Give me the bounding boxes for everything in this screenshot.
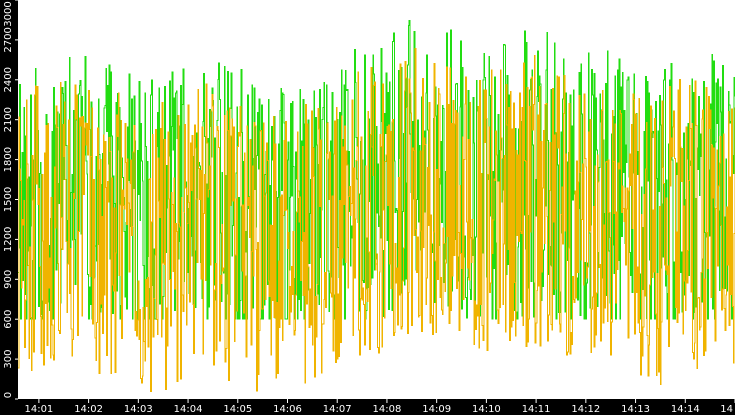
y-tick-label: 600: [3, 310, 14, 329]
series-line-2: [18, 47, 735, 392]
x-tick-label: 14:04: [174, 404, 203, 415]
y-tick-label: 2100: [3, 107, 14, 132]
y-tick-label: 1500: [3, 187, 14, 212]
y-tick-label: 2700: [3, 27, 14, 52]
y-tick-label: 1800: [3, 147, 14, 172]
x-tick-label: 14:12: [571, 404, 600, 415]
x-tick-label: 14:14: [671, 404, 700, 415]
y-tick-label: 900: [3, 270, 14, 289]
x-tick-label: 14:10: [472, 404, 501, 415]
x-tick-label: 14: [720, 404, 733, 415]
x-tick-label: 14:06: [273, 404, 302, 415]
x-tick-label: 14:09: [422, 404, 451, 415]
x-tick-label: 14:03: [124, 404, 153, 415]
y-axis-band: [0, 0, 18, 399]
y-tick-label: 3000: [3, 1, 14, 26]
y-tick-label: 1200: [3, 227, 14, 252]
x-axis-band: [0, 399, 735, 415]
x-tick-label: 14:02: [74, 404, 103, 415]
series-layer: [18, 19, 735, 392]
x-axis-ticks: 14:01 14:02 14:03 14:04 14:05 14:06 14:07 14:08…: [24, 399, 735, 415]
x-tick-label: 14:13: [621, 404, 650, 415]
x-tick-label: 14:11: [522, 404, 551, 415]
x-tick-label: 14:05: [223, 404, 252, 415]
y-tick-label: 2400: [3, 67, 14, 92]
y-tick-label: 300: [3, 350, 14, 369]
series-line-1: [18, 19, 735, 320]
x-tick-label: 14:08: [373, 404, 402, 415]
x-tick-label: 14:07: [323, 404, 352, 415]
x-tick-label: 14:01: [24, 404, 53, 415]
y-tick-label: 0: [3, 392, 14, 398]
